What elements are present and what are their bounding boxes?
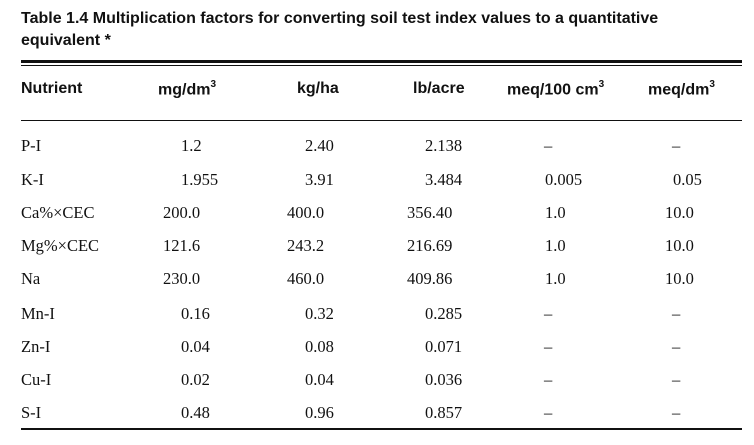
cell-lb-acre: 2.138: [425, 136, 463, 155]
cell-nutrient: S-I: [21, 403, 42, 422]
cell-mg-dm3: 121.6: [163, 236, 201, 255]
header-nutrient: Nutrient: [21, 80, 83, 97]
header-lb-acre: lb/acre: [413, 80, 465, 97]
cell-meq-dm3: –: [672, 370, 681, 389]
cell-lb-acre: 3.484: [425, 170, 463, 189]
cell-kg-ha: 0.04: [305, 370, 334, 389]
cell-meq-100cm3: –: [544, 136, 553, 155]
cell-mg-dm3: 0.16: [181, 304, 210, 323]
header-rule: [21, 120, 742, 121]
cell-meq-100cm3: 1.0: [545, 203, 566, 222]
cell-kg-ha: 460.0: [287, 269, 325, 288]
header-mg-dm3: mg/dm3: [158, 79, 217, 99]
cell-meq-100cm3: –: [544, 337, 553, 356]
cell-meq-dm3: –: [672, 304, 681, 323]
cell-nutrient: K-I: [21, 170, 44, 189]
cell-nutrient: Mn-I: [21, 304, 55, 323]
header-meq-100cm3-sup: 3: [598, 79, 605, 90]
cell-lb-acre: 0.071: [425, 337, 463, 356]
cell-mg-dm3: 0.48: [181, 403, 210, 422]
cell-lb-acre: 356.40: [407, 203, 453, 222]
cell-meq-dm3: 0.05: [673, 170, 702, 189]
bottom-rule: [21, 428, 742, 430]
header-mg-dm3-sup: 3: [210, 79, 217, 90]
header-kg-ha: kg/ha: [297, 80, 339, 97]
cell-meq-100cm3: –: [544, 403, 553, 422]
cell-meq-dm3: 10.0: [665, 236, 694, 255]
cell-kg-ha: 243.2: [287, 236, 325, 255]
cell-nutrient: Zn-I: [21, 337, 51, 356]
cell-nutrient: Mg%×CEC: [21, 236, 100, 255]
cell-lb-acre: 0.285: [425, 304, 463, 323]
cell-meq-dm3: 10.0: [665, 203, 694, 222]
caption-line-1: Table 1.4 Multiplication factors for con…: [21, 10, 659, 27]
header-meq-100cm3: meq/100 cm3: [507, 79, 605, 99]
cell-kg-ha: 0.96: [305, 403, 334, 422]
cell-meq-dm3: –: [672, 136, 681, 155]
cell-mg-dm3: 230.0: [163, 269, 201, 288]
cell-lb-acre: 409.86: [407, 269, 453, 288]
header-meq-dm3: meq/dm3: [648, 79, 715, 99]
cell-nutrient: Ca%×CEC: [21, 203, 95, 222]
cell-nutrient: Na: [21, 269, 41, 288]
cell-meq-dm3: 10.0: [665, 269, 694, 288]
header-mg-dm3-base: mg/dm: [158, 81, 211, 99]
header-meq-dm3-sup: 3: [709, 79, 715, 90]
cell-kg-ha: 3.91: [305, 170, 334, 189]
cell-mg-dm3: 0.04: [181, 337, 210, 356]
cell-meq-100cm3: 1.0: [545, 236, 566, 255]
cell-meq-100cm3: 1.0: [545, 269, 566, 288]
cell-lb-acre: 216.69: [407, 236, 453, 255]
cell-kg-ha: 400.0: [287, 203, 325, 222]
header-meq-dm3-base: meq/dm: [648, 81, 710, 99]
cell-mg-dm3: 1.2: [181, 136, 202, 155]
cell-kg-ha: 0.08: [305, 337, 334, 356]
cell-nutrient: P-I: [21, 136, 42, 155]
cell-kg-ha: 0.32: [305, 304, 334, 323]
cell-meq-100cm3: –: [544, 304, 553, 323]
header-meq-100cm3-base: meq/100 cm: [507, 81, 599, 99]
cell-mg-dm3: 200.0: [163, 203, 201, 222]
table-caption: Table 1.4 Multiplication factors for con…: [21, 8, 741, 52]
cell-mg-dm3: 0.02: [181, 370, 210, 389]
cell-lb-acre: 0.857: [425, 403, 463, 422]
cell-nutrient: Cu-I: [21, 370, 52, 389]
top-rule-thin: [21, 65, 742, 66]
cell-lb-acre: 0.036: [425, 370, 463, 389]
cell-mg-dm3: 1.955: [181, 170, 219, 189]
top-rule-thick: [21, 60, 742, 63]
cell-meq-dm3: –: [672, 403, 681, 422]
cell-meq-dm3: –: [672, 337, 681, 356]
cell-meq-100cm3: –: [544, 370, 553, 389]
caption-line-2: equivalent *: [21, 32, 111, 49]
cell-kg-ha: 2.40: [305, 136, 334, 155]
cell-meq-100cm3: 0.005: [545, 170, 583, 189]
